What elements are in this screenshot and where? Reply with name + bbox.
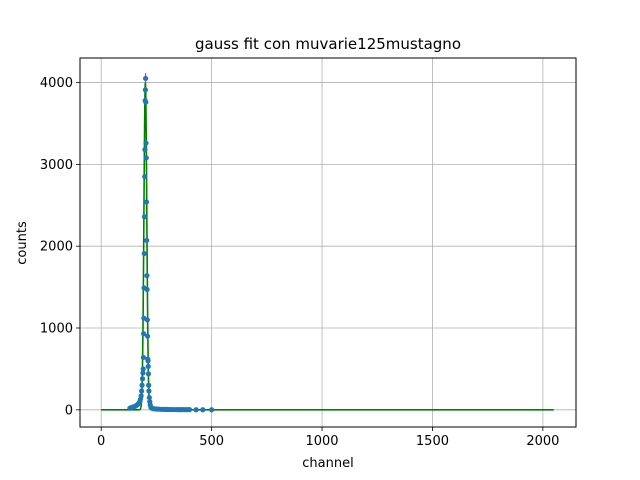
data-point [143, 155, 149, 161]
x-axis-label: channel [302, 456, 353, 471]
data-point [141, 250, 147, 257]
data-point [140, 366, 146, 372]
data-point [200, 407, 206, 413]
data-point [140, 354, 146, 361]
x-tick-label: 1000 [305, 434, 338, 449]
data-point [142, 87, 148, 93]
data-points [127, 75, 215, 413]
y-tick-label: 2000 [40, 240, 73, 255]
x-tick-label: 500 [199, 434, 224, 449]
x-tick-label: 2000 [526, 434, 559, 449]
data-point [138, 393, 144, 399]
data-point [145, 358, 151, 364]
y-tick-label: 1000 [40, 322, 73, 337]
data-point [141, 214, 148, 220]
data-point [139, 388, 145, 394]
data-point [145, 371, 152, 377]
x-axis-ticks: 0 500 1000 1500 2000 [97, 427, 559, 449]
data-point [145, 363, 151, 370]
y-tick-label: 0 [65, 403, 73, 418]
data-point [209, 407, 215, 413]
data-point [144, 333, 151, 339]
y-axis-ticks: 0 1000 2000 3000 4000 [40, 76, 80, 418]
data-point [193, 407, 199, 413]
data-point [144, 317, 150, 323]
data-point [143, 140, 149, 146]
data-point [140, 370, 146, 376]
data-point [144, 273, 150, 279]
data-point [146, 394, 152, 401]
y-tick-label: 4000 [40, 76, 73, 91]
data-point [146, 388, 152, 394]
data-point [139, 382, 145, 388]
data-point [143, 199, 150, 205]
y-axis-label: counts [15, 221, 30, 265]
x-tick-label: 1500 [416, 434, 449, 449]
x-tick-label: 0 [97, 434, 105, 449]
data-point [144, 237, 150, 244]
data-point [146, 382, 152, 388]
data-point [186, 407, 193, 413]
data-point [141, 331, 147, 337]
data-point [143, 99, 149, 105]
data-point [144, 286, 150, 293]
plot-area-frame [79, 57, 577, 428]
data-point [142, 147, 148, 153]
data-point [142, 174, 148, 180]
chart-title: gauss fit con muvarie125mustagno [195, 35, 461, 53]
data-point [139, 376, 146, 382]
y-tick-label: 3000 [40, 158, 73, 173]
